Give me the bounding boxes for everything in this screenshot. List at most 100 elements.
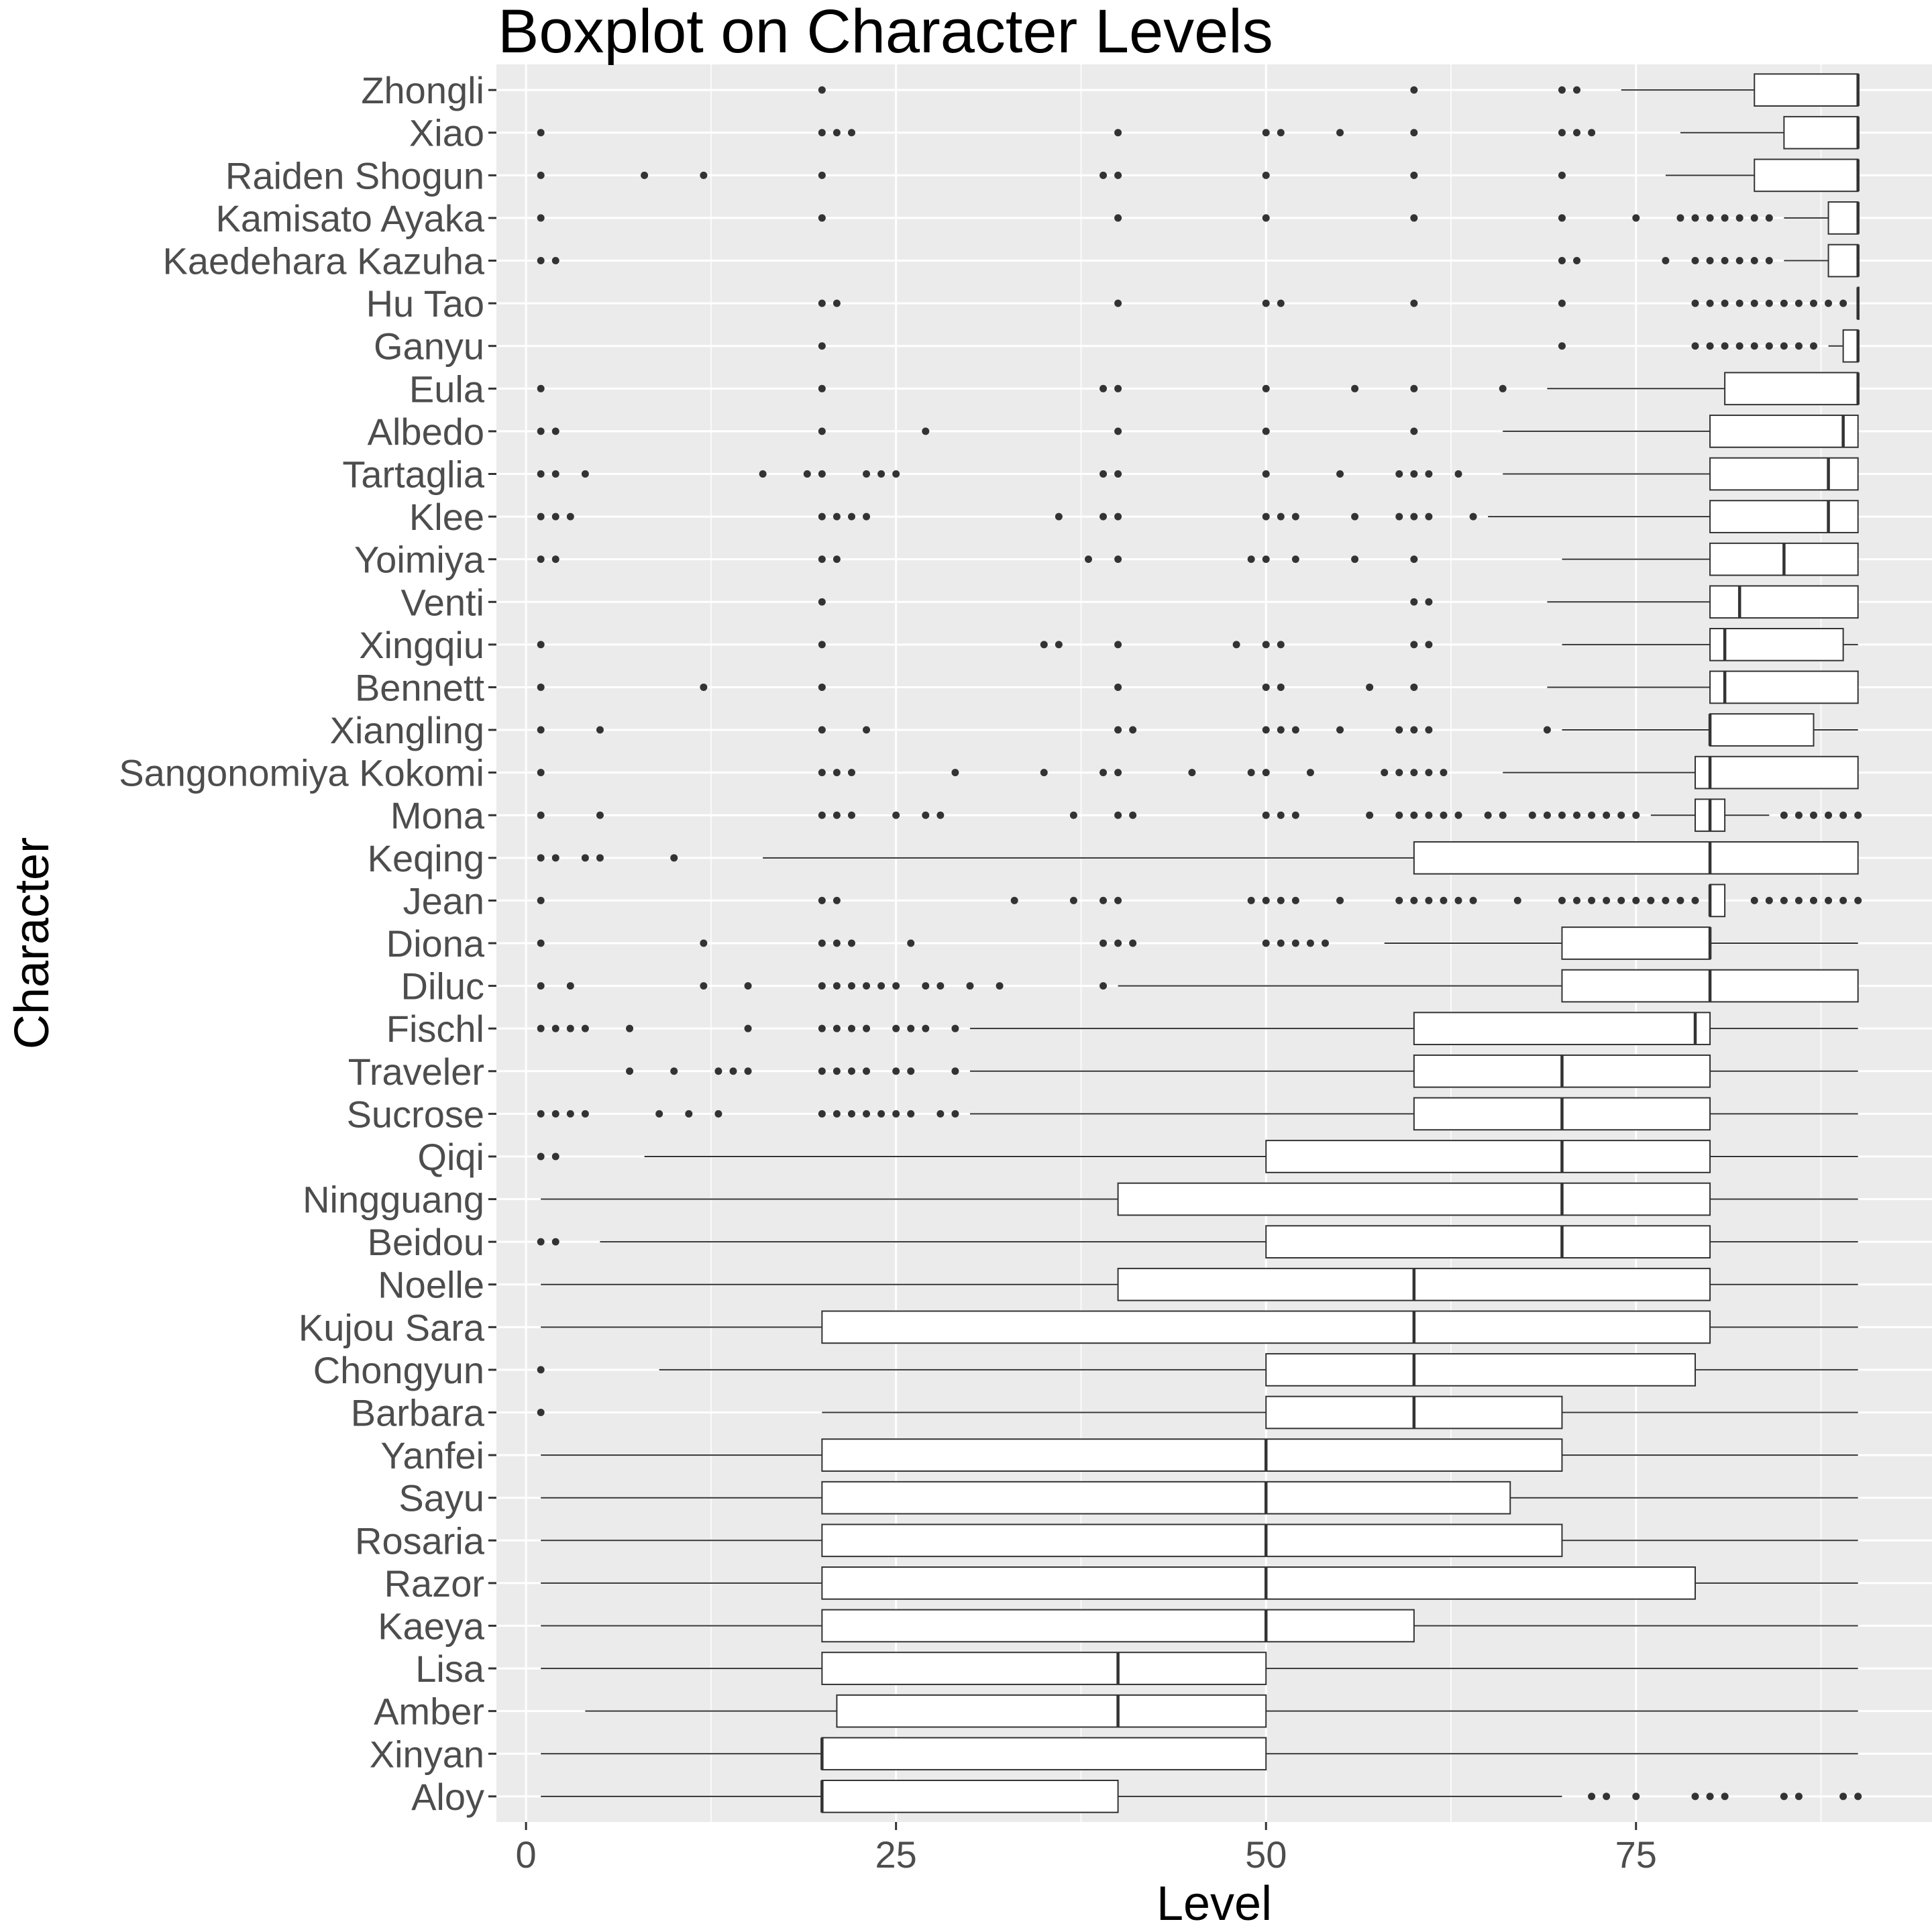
outlier-point — [626, 1024, 634, 1032]
y-tick-label: Sayu — [398, 1477, 484, 1519]
y-tick-label: Rosaria — [355, 1519, 485, 1562]
outlier-point — [1277, 513, 1285, 521]
y-tick-label: Kujou Sara — [299, 1306, 485, 1348]
y-axis-title: Character — [5, 837, 59, 1049]
outlier-point — [670, 854, 678, 862]
outlier-point — [1603, 1792, 1611, 1801]
outlier-point — [537, 555, 545, 564]
outlier-point — [892, 1067, 900, 1075]
outlier-point — [1780, 896, 1788, 904]
y-tick-label: Venti — [400, 581, 484, 623]
outlier-point — [1735, 299, 1743, 307]
outlier-point — [1247, 769, 1255, 777]
y-tick-label: Razor — [384, 1562, 484, 1605]
outlier-point — [1129, 939, 1137, 947]
outlier-point — [1336, 470, 1344, 478]
outlier-point — [1366, 811, 1374, 819]
outlier-point — [537, 939, 545, 947]
outlier-point — [1114, 129, 1122, 137]
outlier-point — [1691, 896, 1699, 904]
outlier-point — [1114, 811, 1122, 819]
outlier-point — [1558, 811, 1566, 819]
outlier-point — [1306, 769, 1314, 777]
outlier-point — [1351, 555, 1359, 564]
outlier-point — [1750, 896, 1758, 904]
outlier-point — [1513, 896, 1521, 904]
outlier-point — [936, 982, 945, 990]
outlier-point — [537, 1152, 545, 1161]
outlier-point — [1765, 342, 1773, 350]
outlier-point — [596, 854, 604, 862]
outlier-point — [714, 1067, 722, 1075]
outlier-point — [1632, 896, 1640, 904]
outlier-point — [1839, 811, 1847, 819]
outlier-point — [551, 470, 559, 478]
iqr-box — [1265, 1225, 1711, 1258]
outlier-point — [1706, 214, 1714, 222]
box-yoimiya — [537, 542, 1859, 576]
outlier-point — [551, 427, 559, 435]
outlier-point — [818, 427, 826, 435]
outlier-point — [1262, 384, 1270, 392]
outlier-point — [1114, 555, 1122, 564]
outlier-point — [1558, 896, 1566, 904]
iqr-box — [821, 1779, 1119, 1813]
outlier-point — [537, 513, 545, 521]
outlier-point — [1765, 299, 1773, 307]
outlier-point — [1780, 299, 1788, 307]
outlier-point — [1114, 299, 1122, 307]
outlier-point — [1662, 257, 1670, 265]
outlier-point — [1484, 811, 1492, 819]
outlier-point — [1440, 896, 1448, 904]
y-tick-label: Mona — [390, 794, 485, 837]
outlier-point — [818, 641, 826, 649]
y-tick-label: Noelle — [378, 1264, 484, 1306]
outlier-point — [1573, 811, 1581, 819]
box-sayu — [541, 1481, 1858, 1515]
outlier-point — [1114, 427, 1122, 435]
outlier-point — [551, 555, 559, 564]
outlier-point — [1425, 641, 1433, 649]
outlier-point — [1055, 641, 1063, 649]
outlier-point — [537, 171, 545, 179]
outlier-point — [1573, 257, 1581, 265]
outlier-point — [818, 342, 826, 350]
outlier-point — [566, 982, 574, 990]
box-zhongli — [818, 73, 1860, 107]
y-tick-label: Fischl — [386, 1008, 484, 1050]
outlier-point — [537, 1366, 545, 1374]
iqr-box — [821, 1566, 1697, 1600]
outlier-point — [818, 811, 826, 819]
box-xiangling — [537, 713, 1858, 747]
outlier-point — [759, 470, 767, 478]
chart-title: Boxplot on Character Levels — [498, 0, 1273, 66]
outlier-point — [1617, 896, 1625, 904]
outlier-point — [744, 1067, 752, 1075]
y-tick-label: Diluc — [401, 965, 484, 1008]
outlier-point — [537, 384, 545, 392]
outlier-point — [1735, 214, 1743, 222]
outlier-point — [1440, 811, 1448, 819]
outlier-point — [847, 1067, 855, 1075]
outlier-point — [1425, 896, 1433, 904]
outlier-point — [818, 555, 826, 564]
outlier-point — [1794, 299, 1803, 307]
outlier-point — [700, 939, 708, 947]
outlier-point — [1425, 598, 1433, 606]
outlier-point — [1114, 769, 1122, 777]
outlier-point — [1410, 598, 1418, 606]
outlier-point — [1114, 470, 1122, 478]
outlier-point — [1706, 299, 1714, 307]
outlier-point — [818, 384, 826, 392]
outlier-point — [1425, 769, 1433, 777]
outlier-point — [1114, 726, 1122, 734]
outlier-point — [1321, 939, 1329, 947]
box-noelle — [541, 1267, 1858, 1301]
outlier-point — [1114, 939, 1122, 947]
outlier-point — [1010, 896, 1018, 904]
outlier-point — [551, 854, 559, 862]
outlier-point — [1277, 129, 1285, 137]
outlier-point — [1262, 683, 1270, 691]
outlier-point — [1425, 726, 1433, 734]
outlier-point — [1291, 513, 1299, 521]
